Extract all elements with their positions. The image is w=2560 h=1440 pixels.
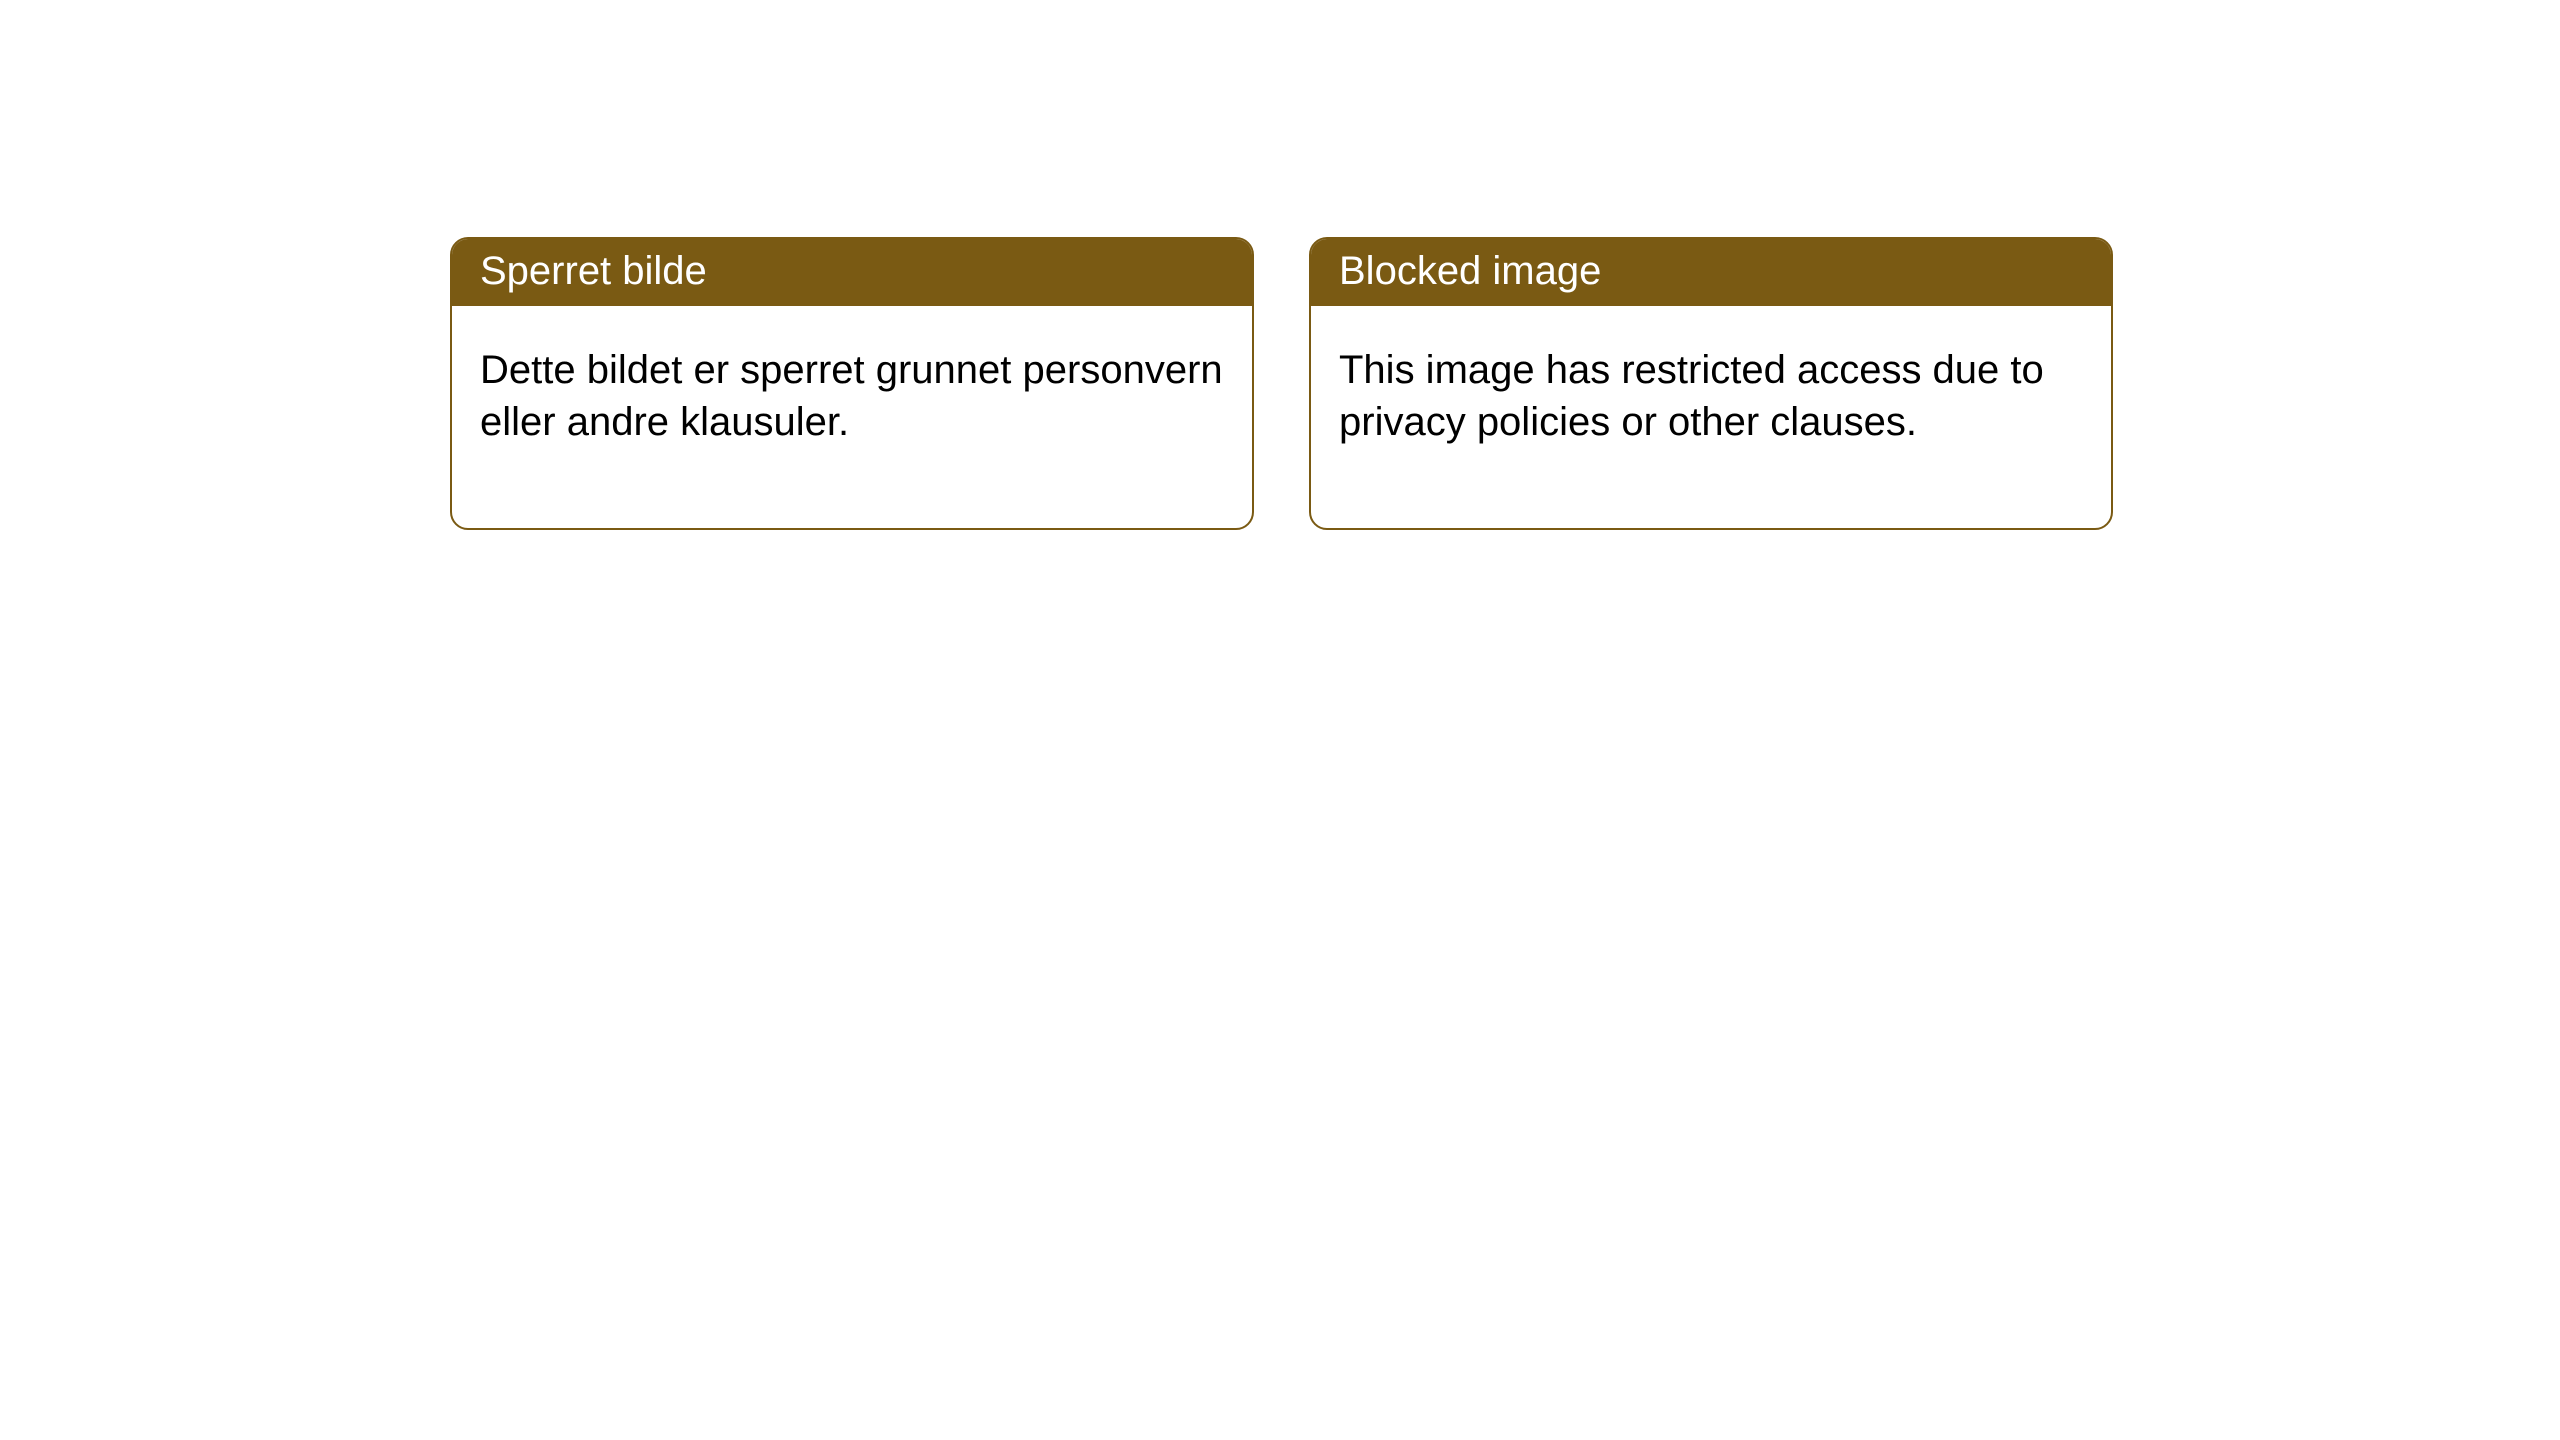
notice-body-english: This image has restricted access due to … xyxy=(1311,306,2111,528)
notice-box-norwegian: Sperret bilde Dette bildet er sperret gr… xyxy=(450,237,1254,530)
notice-header-norwegian: Sperret bilde xyxy=(452,239,1252,306)
notice-container: Sperret bilde Dette bildet er sperret gr… xyxy=(450,237,2113,530)
notice-box-english: Blocked image This image has restricted … xyxy=(1309,237,2113,530)
notice-text-norwegian: Dette bildet er sperret grunnet personve… xyxy=(480,348,1223,444)
notice-body-norwegian: Dette bildet er sperret grunnet personve… xyxy=(452,306,1252,528)
notice-title-english: Blocked image xyxy=(1339,249,1601,293)
notice-title-norwegian: Sperret bilde xyxy=(480,249,707,293)
notice-header-english: Blocked image xyxy=(1311,239,2111,306)
notice-text-english: This image has restricted access due to … xyxy=(1339,348,2044,444)
